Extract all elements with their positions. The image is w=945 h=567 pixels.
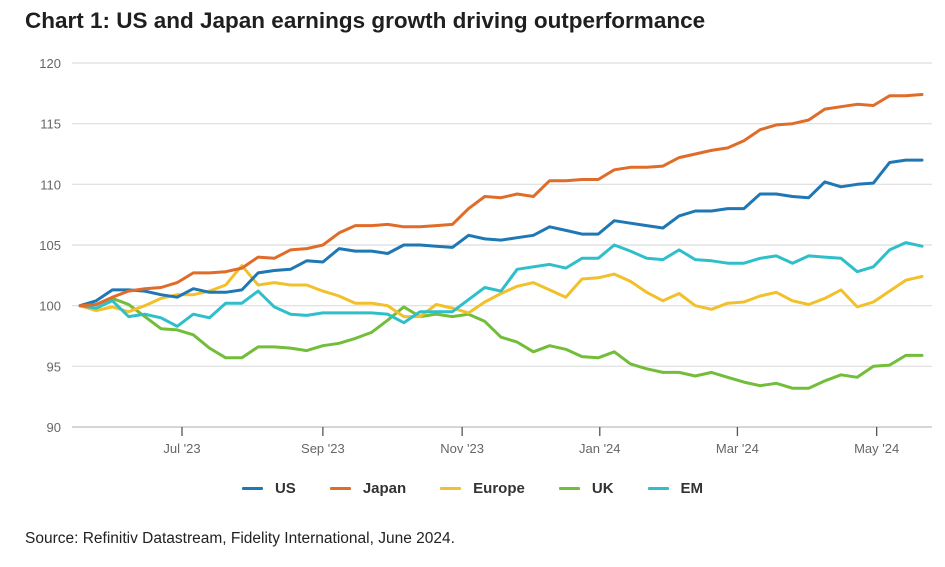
x-tick-label: Nov '23 — [440, 441, 484, 456]
line-chart: 90 95 100 105 110 115 120 Jul '23 Sep '23 Nov '2… — [39, 56, 932, 456]
legend-label: Europe — [473, 480, 525, 497]
legend-item-us: US — [241, 480, 296, 497]
legend-item-europe: Europe — [440, 480, 525, 497]
legend-swatch — [647, 487, 669, 490]
series-lines — [78, 93, 924, 390]
y-tick-label: 105 — [39, 238, 61, 253]
series-line-us — [78, 158, 924, 308]
y-tick-label: 120 — [39, 56, 61, 71]
x-tick-label: Jul '23 — [163, 441, 200, 456]
legend-item-japan: Japan — [329, 480, 407, 497]
x-tick-label: Jan '24 — [579, 441, 621, 456]
legend-item-em: EM — [647, 480, 704, 497]
y-tick-label: 90 — [47, 420, 61, 435]
y-axis-ticks: 90 95 100 105 110 115 120 — [39, 56, 61, 435]
y-tick-label: 110 — [40, 177, 61, 192]
series-line-uk — [78, 296, 924, 390]
x-tick-label: Sep '23 — [301, 441, 345, 456]
legend-swatch — [440, 487, 462, 490]
series-line-japan — [78, 93, 924, 308]
series-line-europe — [78, 264, 924, 319]
series-line-em — [78, 241, 924, 328]
legend-swatch — [558, 487, 580, 490]
x-axis: Jul '23 Sep '23 Nov '23 Jan '24 Mar '24 May '… — [163, 427, 899, 456]
gridlines — [72, 62, 932, 428]
x-tick-label: Mar '24 — [716, 441, 759, 456]
legend-swatch — [241, 487, 263, 490]
legend-label: Japan — [362, 480, 407, 497]
legend: US Japan Europe UK EM — [0, 480, 945, 497]
legend-label: UK — [591, 480, 614, 497]
y-tick-label: 95 — [47, 359, 61, 374]
chart-title: Chart 1: US and Japan earnings growth dr… — [25, 8, 706, 33]
x-tick-label: May '24 — [854, 441, 899, 456]
legend-swatch — [329, 487, 351, 490]
source-note: Source: Refinitiv Datastream, Fidelity I… — [25, 530, 455, 547]
legend-label: US — [274, 480, 296, 497]
y-tick-label: 100 — [39, 299, 61, 314]
legend-item-uk: UK — [558, 480, 614, 497]
y-tick-label: 115 — [40, 117, 61, 132]
legend-label: EM — [680, 480, 704, 497]
